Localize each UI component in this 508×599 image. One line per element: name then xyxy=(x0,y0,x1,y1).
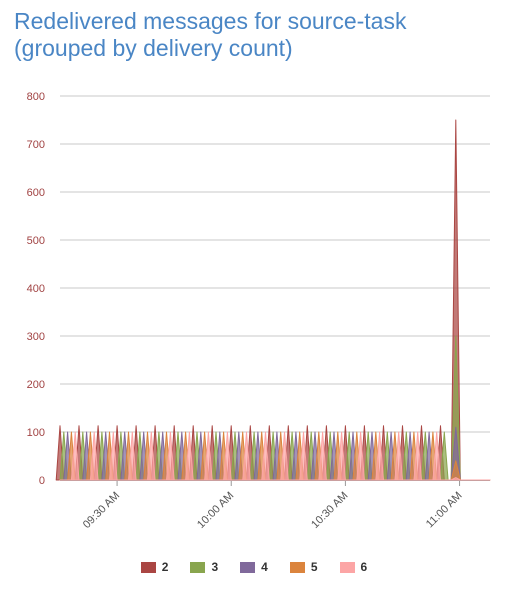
chart-title-line-1: Redelivered messages for source-task xyxy=(14,8,407,34)
chart-plot: 0 100 200 300 400 500 600 700 800 09:30 AM 10:00 … xyxy=(27,91,491,531)
series-area-6[interactable] xyxy=(59,431,491,481)
x-tick-label: 10:30 AM xyxy=(309,490,350,531)
y-tick-label: 500 xyxy=(27,235,45,247)
legend-item-2[interactable]: 2 xyxy=(140,559,169,575)
legend-label-5: 5 xyxy=(310,560,318,574)
y-tick-label: 100 xyxy=(27,427,45,439)
chart-title-line-2: (grouped by delivery count) xyxy=(14,35,293,61)
x-tick-label: 11:00 AM xyxy=(424,490,465,531)
legend-label-6: 6 xyxy=(360,560,368,574)
legend-swatch-6 xyxy=(339,561,355,573)
legend-label-2: 2 xyxy=(161,560,169,574)
y-tick-label: 0 xyxy=(39,475,45,487)
y-tick-label: 800 xyxy=(27,91,45,103)
y-axis: 0 100 200 300 400 500 600 700 800 xyxy=(27,91,45,487)
legend-swatch-2 xyxy=(140,561,156,573)
legend-item-6[interactable]: 6 xyxy=(339,559,368,575)
y-tick-label: 400 xyxy=(27,283,45,295)
x-tick-label: 09:30 AM xyxy=(81,490,122,531)
y-tick-label: 700 xyxy=(27,139,45,151)
chart-title: Redelivered messages for source-task (gr… xyxy=(14,8,494,62)
chart-series-areas xyxy=(55,119,491,481)
x-tick-label: 10:00 AM xyxy=(195,490,236,531)
legend-label-3: 3 xyxy=(211,560,219,574)
chart-legend: 2 3 4 5 6 xyxy=(0,559,508,575)
y-tick-label: 200 xyxy=(27,379,45,391)
legend-swatch-3 xyxy=(190,561,206,573)
legend-item-3[interactable]: 3 xyxy=(190,559,218,575)
legend-item-5[interactable]: 5 xyxy=(289,559,318,575)
x-axis: 09:30 AM 10:00 AM 10:30 AM 11:00 AM xyxy=(60,480,490,531)
legend-swatch-4 xyxy=(240,561,256,573)
y-tick-label: 600 xyxy=(27,187,45,199)
legend-item-4[interactable]: 4 xyxy=(240,559,268,575)
chart-gridlines xyxy=(60,95,490,481)
legend-swatch-5 xyxy=(289,561,305,573)
legend-label-4: 4 xyxy=(261,560,268,574)
series-area-2[interactable] xyxy=(55,119,491,481)
y-tick-label: 300 xyxy=(27,331,45,343)
